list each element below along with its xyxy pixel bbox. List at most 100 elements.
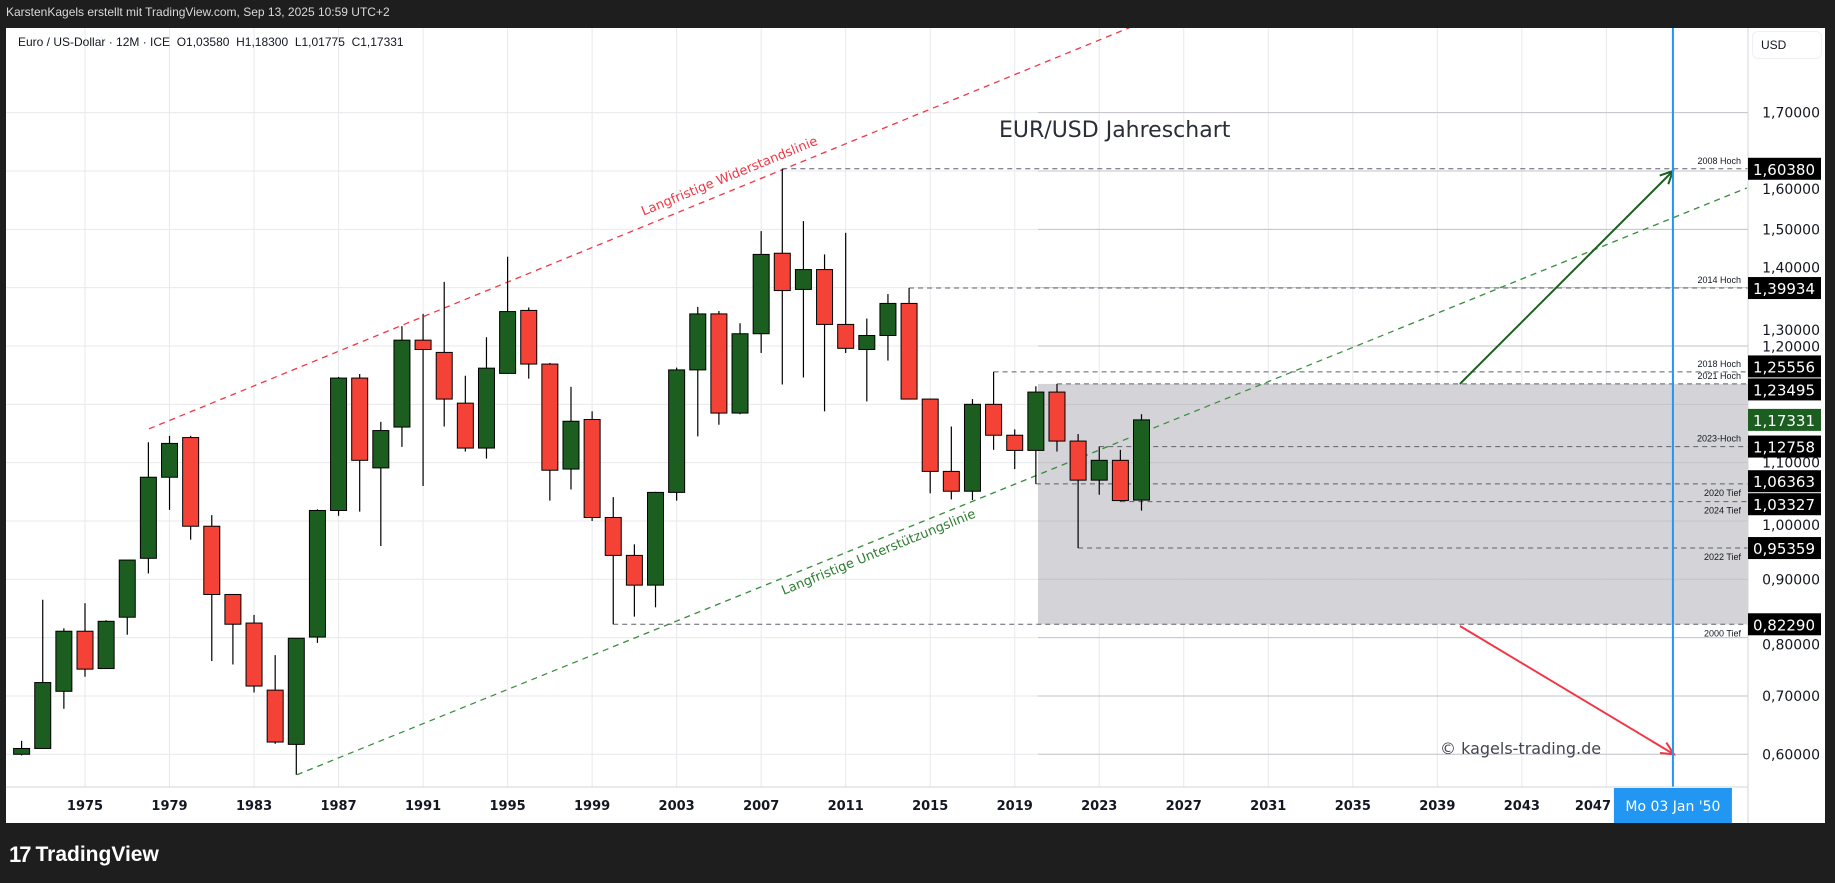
time-tick-label: 1975 <box>67 799 103 814</box>
level-label: 2022 Tief <box>1704 552 1742 562</box>
candle-body-down <box>921 398 939 472</box>
candle <box>921 398 939 494</box>
candle-body-down <box>76 630 94 670</box>
candle <box>1111 449 1129 502</box>
level-label: 2021 Hoch <box>1697 371 1741 381</box>
candle <box>625 544 643 617</box>
candle-body-up <box>393 339 411 428</box>
ohlc-open: O1,03580 <box>176 35 230 49</box>
candle <box>1133 414 1150 511</box>
candle-body-down <box>1006 434 1024 451</box>
candle <box>879 294 897 361</box>
time-tick-label: 2047 <box>1575 799 1611 814</box>
plot-area: Langfristige WiderstandslinieLangfristig… <box>6 28 1748 787</box>
candle <box>139 442 157 574</box>
candle-body-up <box>647 491 665 586</box>
time-tick-label: 1991 <box>405 799 441 814</box>
currency-button[interactable]: USD <box>1752 31 1822 59</box>
candle <box>816 254 834 412</box>
last-price-badge <box>1748 408 1821 431</box>
level-price-badge-text: 1,06363 <box>1753 473 1815 491</box>
ohlc-high: H1,18300 <box>236 35 289 49</box>
candle-body-up <box>879 302 897 336</box>
candle <box>266 655 284 744</box>
time-tick-label: 1979 <box>151 799 187 814</box>
ohlc-low: L1,01775 <box>294 35 345 49</box>
candle <box>97 620 115 670</box>
price-tick-label: 1,30000 <box>1762 323 1820 339</box>
candle <box>76 603 94 677</box>
level-price-badge <box>1748 378 1821 401</box>
candle-body-down <box>583 418 601 518</box>
candle-body-up <box>1090 459 1108 481</box>
ohlc-close: C1,17331 <box>351 35 404 49</box>
crosshair-time-badge <box>1613 788 1732 823</box>
level-price-badge-text: 0,95359 <box>1753 540 1815 558</box>
level-label: 2023-Hoch <box>1697 434 1741 444</box>
level-label: 2008 Hoch <box>1697 156 1741 166</box>
time-tick-label: 2043 <box>1504 799 1540 814</box>
time-tick-label: 2019 <box>997 799 1033 814</box>
candle-body-down <box>710 313 728 414</box>
chart-title: EUR/USD Jahreschart <box>999 118 1231 143</box>
candle-body-down <box>900 302 918 400</box>
candle-body-up <box>118 559 136 618</box>
time-tick-label: 1987 <box>320 799 356 814</box>
time-tick-label: 1999 <box>574 799 610 814</box>
level-label: 2014 Hoch <box>1697 275 1741 285</box>
candle <box>161 435 179 510</box>
candle-body-down <box>245 622 263 687</box>
candle-body-up <box>287 637 305 745</box>
level-label: 2000 Tief <box>1704 628 1742 638</box>
candle-body-down <box>1111 459 1129 502</box>
candle <box>1090 446 1108 495</box>
candle <box>34 599 52 749</box>
candle-body-up <box>499 311 517 374</box>
candle-body-up <box>731 333 749 414</box>
time-tick-label: 2023 <box>1081 799 1117 814</box>
candle <box>435 281 453 427</box>
candle-body-up <box>752 253 770 335</box>
candle <box>520 307 538 379</box>
level-price-badge-text: 1,39934 <box>1753 280 1815 298</box>
time-tick-label: 1983 <box>236 799 272 814</box>
candle <box>414 313 432 486</box>
level-price-badge-text: 1,60380 <box>1753 161 1815 179</box>
candle-body-down <box>351 377 369 461</box>
candle-body-up <box>308 509 326 638</box>
candle-body-up <box>34 682 52 749</box>
candle-body-down <box>942 470 960 492</box>
candle <box>963 399 981 500</box>
level-price-badge <box>1748 157 1821 180</box>
candle <box>1006 429 1024 470</box>
candle-body-up <box>477 367 495 449</box>
candle-body-down <box>985 403 1003 436</box>
candle <box>541 362 559 501</box>
price-tick-label: 1,20000 <box>1762 339 1820 355</box>
candle <box>13 740 31 756</box>
level-price-badge-text: 1,25556 <box>1753 358 1815 376</box>
price-tick-label: 0,90000 <box>1762 572 1820 588</box>
footer-brand[interactable]: 17 TradingView <box>9 842 159 868</box>
candle <box>668 367 686 501</box>
candle <box>858 318 876 402</box>
candle-body-up <box>13 747 31 755</box>
level-price-badge <box>1748 537 1821 560</box>
price-tick-label: 0,80000 <box>1762 638 1820 654</box>
candle-body-down <box>604 516 622 556</box>
time-tick-label: 2007 <box>743 799 779 814</box>
resistance-trendline <box>148 28 1131 430</box>
symbol-name[interactable]: Euro / US-Dollar · 12M · ICE <box>18 35 171 49</box>
price-tick-label: 1,70000 <box>1762 106 1820 122</box>
candle-body-down <box>203 525 221 595</box>
price-zone <box>1037 383 1748 625</box>
candle-body-up <box>794 269 812 290</box>
candle-body-up <box>372 430 390 469</box>
candle-body-up <box>1027 391 1045 451</box>
candle <box>203 515 221 661</box>
candle <box>604 497 622 625</box>
support-trendline <box>296 187 1748 776</box>
level-price-badge-text: 1,23495 <box>1753 381 1815 399</box>
level-price-badge <box>1748 493 1821 516</box>
